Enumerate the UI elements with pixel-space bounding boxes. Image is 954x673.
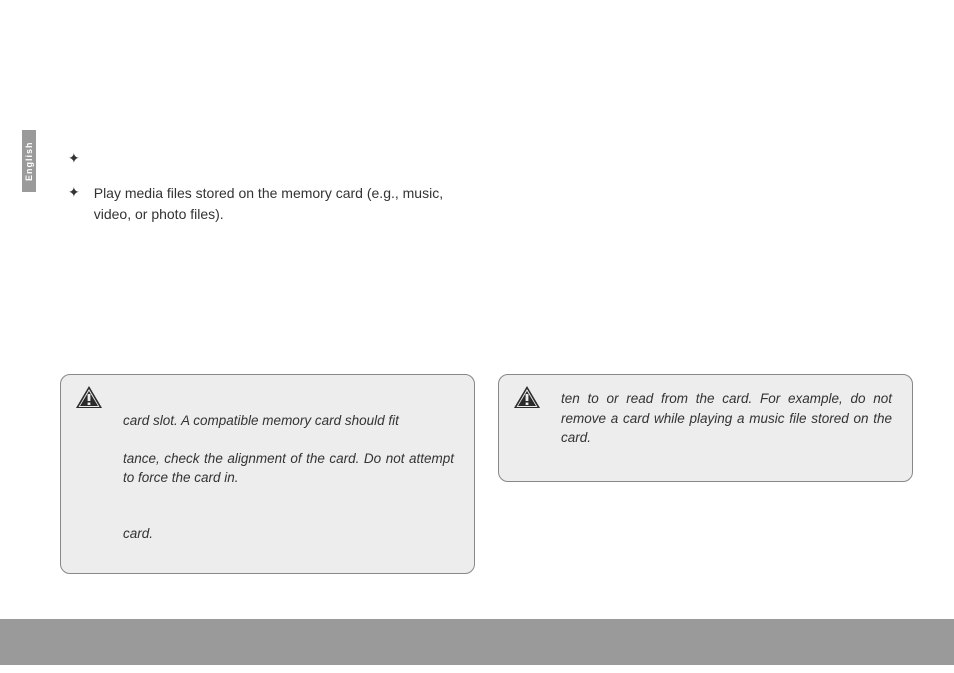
callout-box-right: ten to or read from the card. For exampl… bbox=[498, 374, 913, 482]
bullet-text: Play media files stored on the memory ca… bbox=[94, 183, 468, 225]
language-tab: English bbox=[22, 130, 36, 192]
footer-bar bbox=[0, 619, 954, 665]
callout-line: card slot. A compatible memory card shou… bbox=[123, 411, 454, 431]
warning-icon bbox=[513, 385, 541, 414]
callout-box-left: card slot. A compatible memory card shou… bbox=[60, 374, 475, 574]
callout-line: tance, check the alignment of the card. … bbox=[123, 449, 454, 488]
bullet-marker-icon: ✦ bbox=[68, 183, 80, 203]
callout-line: card. bbox=[123, 524, 454, 544]
callout-text: ten to or read from the card. For exampl… bbox=[561, 389, 892, 448]
bullet-list: ✦ ✦ Play media files stored on the memor… bbox=[68, 149, 468, 239]
bullet-marker-icon: ✦ bbox=[68, 149, 80, 169]
bullet-item: ✦ Play media files stored on the memory … bbox=[68, 183, 468, 225]
callout-line: ten to or read from the card. For exampl… bbox=[561, 389, 892, 448]
bullet-item: ✦ bbox=[68, 149, 468, 169]
callout-text: card slot. A compatible memory card shou… bbox=[123, 389, 454, 543]
warning-icon bbox=[75, 385, 103, 414]
